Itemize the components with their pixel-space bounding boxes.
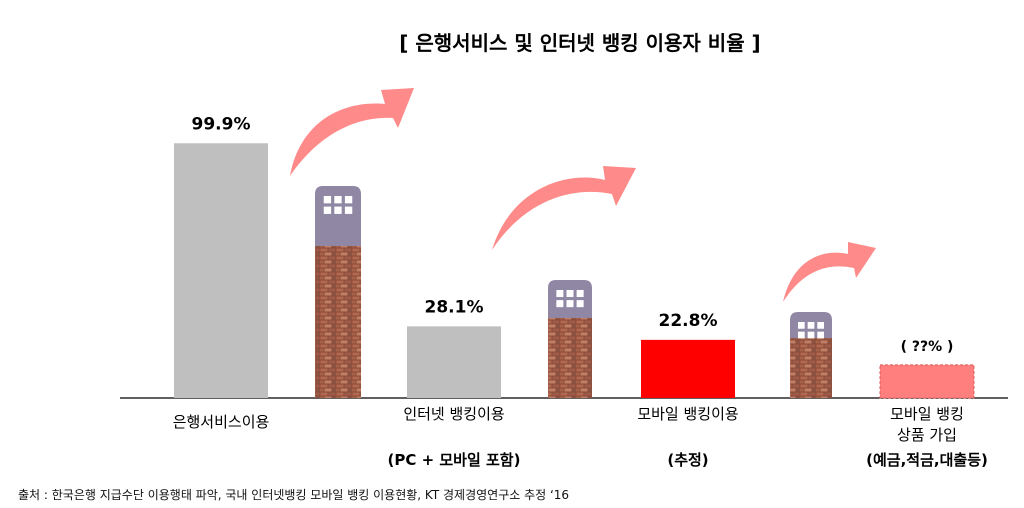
building-icon xyxy=(790,312,832,398)
category-label-2: (추정) xyxy=(667,451,708,469)
building-icon xyxy=(548,280,592,398)
curved-arrow-icon xyxy=(290,88,414,176)
curved-arrow-icon xyxy=(492,166,636,250)
source-note: 출처 : 한국은행 지급수단 이용행태 파악, 국내 인터넷뱅킹 모바일 뱅킹 … xyxy=(18,488,570,502)
curved-arrow-icon xyxy=(783,242,876,302)
building-icon xyxy=(315,186,361,398)
value-label-2: 22.8% xyxy=(659,311,718,331)
bar-3 xyxy=(879,364,975,399)
bar-1 xyxy=(407,326,501,398)
category-label-0: 은행서비스이용 xyxy=(173,413,270,431)
category-label-3: 모바일 뱅킹 xyxy=(890,405,964,423)
bar-0 xyxy=(174,143,268,398)
category-label-2: 모바일 뱅킹이용 xyxy=(637,405,738,423)
chart-title: [ 은행서비스 및 인터넷 뱅킹 이용자 비율 ] xyxy=(399,31,760,55)
value-label-3: ( ??% ) xyxy=(901,339,954,355)
value-label-1: 28.1% xyxy=(425,297,484,317)
category-label-3: (예금,적금,대출등) xyxy=(866,451,988,469)
category-label-1: (PC + 모바일 포함) xyxy=(388,451,521,469)
bar-2 xyxy=(641,339,735,398)
value-label-0: 99.9% xyxy=(192,114,251,134)
category-label-1: 인터넷 뱅킹이용 xyxy=(403,405,504,423)
category-label-3: 상품 가입 xyxy=(897,426,957,444)
